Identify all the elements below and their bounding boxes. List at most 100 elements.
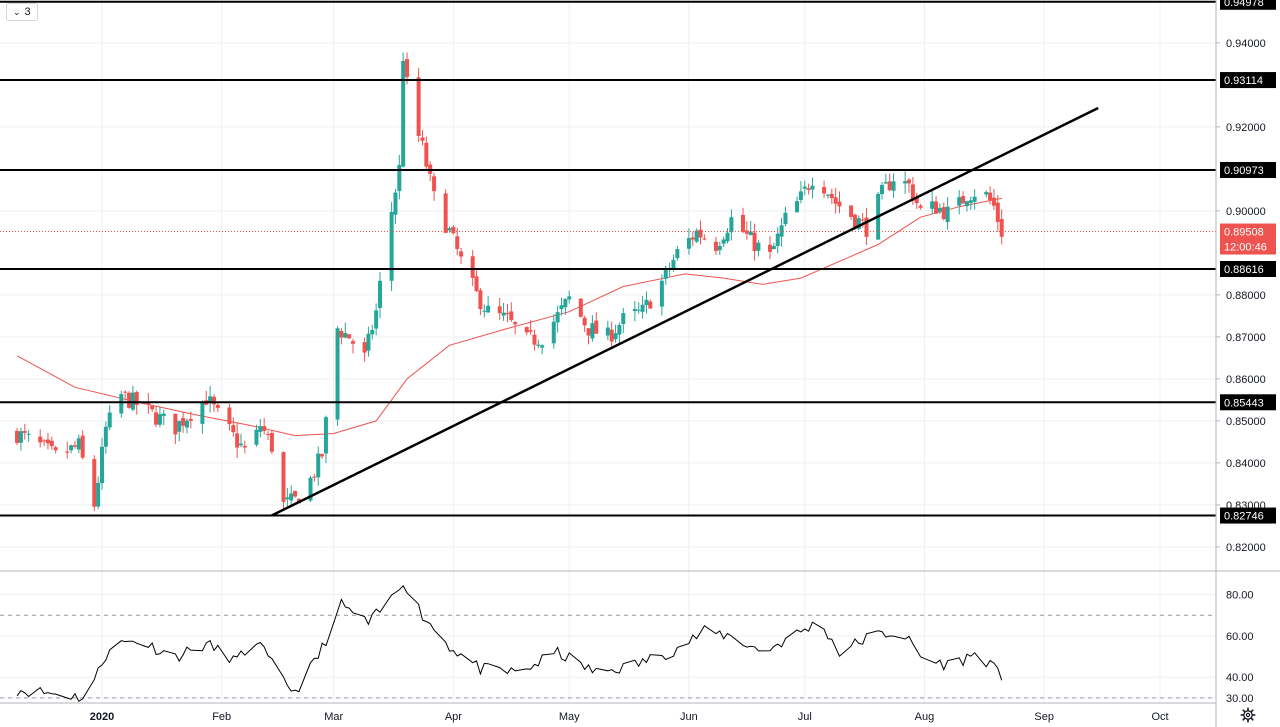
candle-body (455, 236, 460, 250)
candle-body (694, 230, 699, 242)
candle (698, 220, 703, 245)
candle-body (582, 317, 587, 326)
price-tick-label: 0.92000 (1226, 122, 1266, 134)
trendline[interactable] (271, 106, 1099, 517)
candle-body (756, 242, 761, 251)
candle (999, 209, 1004, 245)
candle (200, 400, 205, 434)
candle-body (578, 298, 583, 317)
candle-body (988, 192, 993, 201)
candle-body (49, 440, 54, 447)
candle (582, 315, 587, 333)
candle (540, 344, 545, 355)
candle (930, 190, 935, 215)
candle (80, 430, 85, 460)
candle (53, 445, 58, 454)
horizontal-levels[interactable] (0, 0, 1216, 517)
rsi-tick-label: 80.00 (1226, 590, 1254, 602)
candle (72, 440, 77, 449)
candle-body (798, 191, 803, 201)
candle (532, 329, 537, 351)
candle-body (15, 430, 20, 443)
rsi-line (16, 584, 1003, 703)
candle-body (698, 229, 703, 238)
candle (347, 334, 352, 339)
candle (432, 173, 437, 201)
level-badge-label: 0.88616 (1224, 264, 1264, 276)
price-tick-label: 0.90000 (1226, 206, 1266, 218)
candle (883, 173, 888, 184)
candle (690, 231, 695, 247)
candle-body (833, 197, 838, 204)
candle-body (173, 413, 178, 435)
candle-body (852, 214, 857, 228)
candle-body (675, 249, 680, 259)
candle (509, 302, 514, 322)
candle-body (393, 192, 398, 215)
candle-body (103, 426, 108, 447)
countdown-label: 12:00:46 (1224, 242, 1267, 254)
candle-body (96, 482, 101, 507)
candle (617, 322, 622, 344)
candle (768, 236, 773, 260)
candle-body (262, 426, 267, 431)
candle (424, 136, 429, 170)
indicator-collapse-button[interactable]: ⌄ 3 (6, 3, 38, 21)
rsi-tick-label: 30.00 (1226, 693, 1254, 705)
candle-body (690, 237, 695, 240)
candle-body (443, 193, 448, 233)
candle (130, 385, 135, 412)
candle-body (362, 342, 367, 353)
candle-body (239, 443, 244, 446)
candle-body (621, 313, 626, 324)
candle (447, 226, 452, 233)
candle-body (536, 344, 541, 346)
candle-body (242, 445, 247, 448)
trendline-segment[interactable] (271, 106, 1099, 517)
candle-body (497, 306, 502, 314)
candle (443, 189, 448, 234)
candle (609, 321, 614, 350)
candle-body (540, 345, 545, 348)
candle-body (130, 392, 135, 410)
candle-body (335, 328, 340, 420)
candle (590, 315, 595, 342)
candle-body (123, 391, 128, 393)
candle-body (648, 301, 653, 309)
level-badge-label: 0.93114 (1224, 75, 1263, 87)
price-badges: 0.94978 0.93114 0.90973 0.88616 0.85443 0.827… (1220, 0, 1276, 524)
candle-body (451, 226, 456, 234)
candle (15, 427, 20, 446)
candle (173, 413, 178, 444)
candle-body (891, 181, 896, 191)
chevron-down-icon: ⌄ (13, 6, 21, 17)
candle-body (347, 334, 352, 339)
candle-body (617, 325, 622, 335)
rsi-tick-label: 60.00 (1226, 631, 1254, 643)
price-tick-label: 0.88000 (1226, 290, 1266, 302)
candle (968, 196, 973, 210)
time-tick-label: 2020 (90, 711, 114, 723)
candle (393, 188, 398, 224)
candle-body (281, 452, 286, 502)
candle-body (107, 412, 112, 428)
candle (864, 207, 869, 245)
candle-body (605, 327, 610, 336)
level-badge: 0.90973 (1220, 161, 1276, 178)
rsi-tick-label: 40.00 (1226, 672, 1254, 684)
candle (157, 407, 162, 428)
candle-body (200, 401, 205, 424)
candle-body (702, 238, 707, 240)
candle-body (447, 228, 452, 231)
indicator-count: 3 (24, 6, 31, 18)
candle-body (632, 308, 637, 312)
candle (984, 190, 989, 198)
level-badge-label: 0.90973 (1224, 165, 1264, 177)
candle (555, 305, 560, 333)
candle-body (887, 181, 892, 191)
candle-body (991, 197, 996, 206)
candle (613, 324, 618, 343)
candle (501, 302, 506, 321)
chart-settings-button[interactable] (1238, 705, 1258, 725)
